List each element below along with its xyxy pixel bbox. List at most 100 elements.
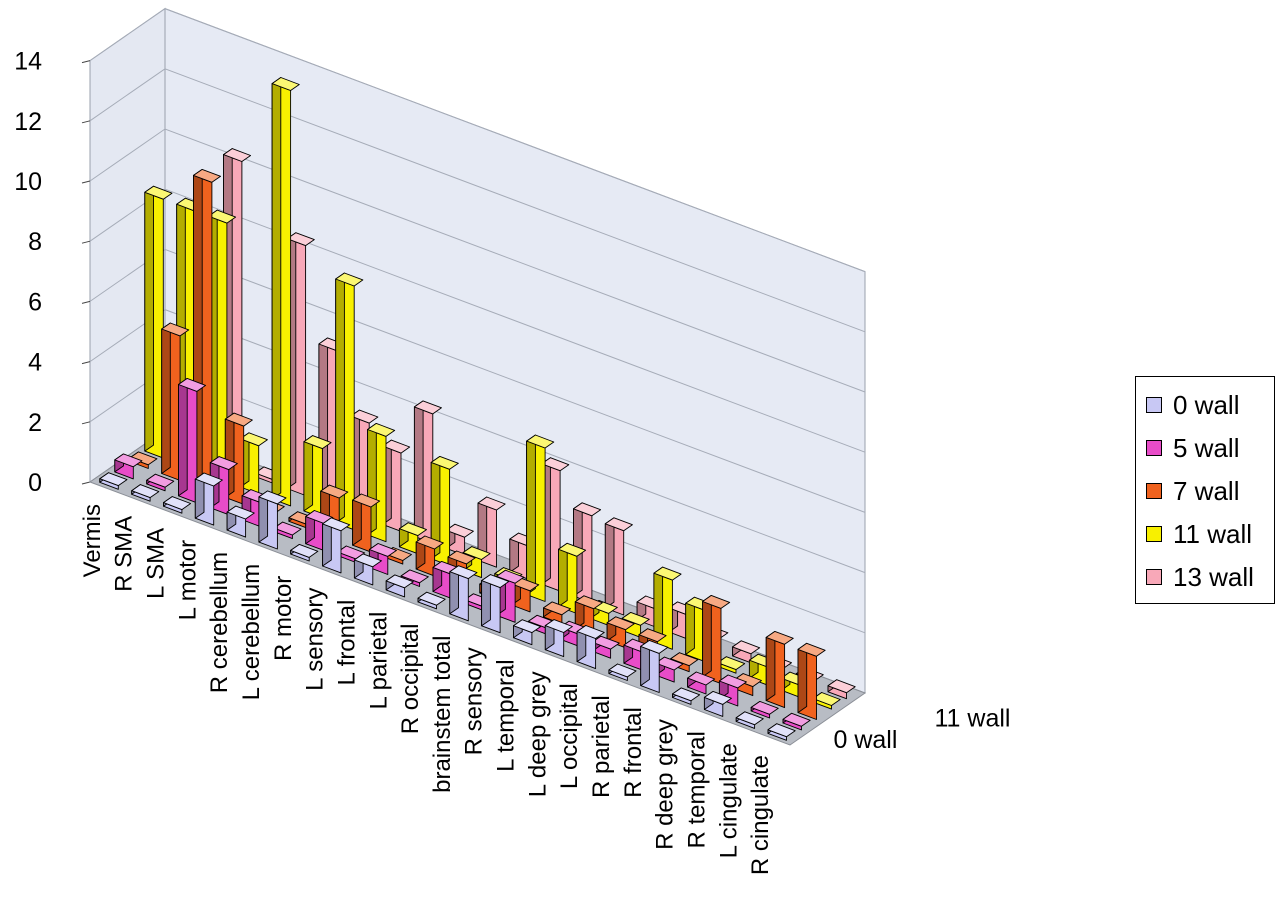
bar-0-wall-21 bbox=[767, 723, 796, 741]
gridline bbox=[89, 248, 866, 513]
category-label: L cerebellum bbox=[238, 564, 265, 701]
y-tick-mark bbox=[81, 300, 91, 304]
bar-side-face bbox=[526, 434, 536, 596]
legend-swatch-0-wall bbox=[1146, 397, 1162, 413]
bar-0-wall-5 bbox=[258, 490, 287, 550]
bar-top-face bbox=[223, 148, 252, 162]
category-label: L frontal bbox=[334, 600, 361, 686]
bar-0-wall-19 bbox=[703, 690, 732, 717]
bar-0-wall-17 bbox=[640, 639, 669, 693]
gridline bbox=[89, 188, 866, 453]
bar-5-wall-19 bbox=[718, 674, 747, 707]
bar-top-face bbox=[129, 451, 158, 466]
bar-13-wall-9 bbox=[445, 523, 474, 556]
category-label: L SMA bbox=[142, 528, 169, 599]
gridline bbox=[89, 8, 866, 273]
bar-top-face bbox=[398, 522, 427, 537]
bar-0-wall-3 bbox=[194, 472, 223, 526]
bar-top-face bbox=[733, 673, 762, 688]
bar-top-face bbox=[114, 453, 143, 468]
bar-top-face bbox=[462, 546, 491, 560]
bar-top-face bbox=[827, 679, 856, 694]
bar-11-wall-8 bbox=[398, 522, 427, 555]
bar-side-face bbox=[797, 642, 808, 714]
bar-side-face bbox=[271, 77, 282, 500]
bar-7-wall-3 bbox=[224, 412, 253, 505]
bar-top-face bbox=[703, 690, 732, 705]
bar-11-wall-5 bbox=[303, 435, 332, 519]
bar-top-face bbox=[286, 232, 315, 247]
bar-top-face bbox=[543, 601, 572, 616]
bars bbox=[99, 77, 856, 741]
category-label: L sensory bbox=[302, 588, 329, 691]
bar-11-wall-16 bbox=[653, 566, 682, 650]
bar-top-face bbox=[144, 185, 173, 200]
bar-top-face bbox=[367, 422, 396, 437]
y-tick-mark bbox=[81, 60, 91, 64]
bar-0-wall-18 bbox=[672, 687, 701, 705]
bar-7-wall-7 bbox=[352, 493, 381, 553]
bar-top-face bbox=[178, 377, 207, 392]
category-label: R cerebellum bbox=[206, 552, 233, 693]
bar-0-wall-20 bbox=[735, 711, 764, 729]
bar-top-face bbox=[541, 457, 570, 472]
category-label: R parietal bbox=[588, 695, 615, 798]
category-label: L occipital bbox=[556, 683, 583, 789]
bar-top-face bbox=[224, 412, 253, 427]
bar-0-wall-10 bbox=[417, 591, 446, 610]
bar-top-face bbox=[335, 272, 364, 287]
bar-top-face bbox=[413, 400, 442, 415]
bar-0-wall-2 bbox=[163, 496, 192, 514]
bar-top-face bbox=[496, 569, 525, 584]
y-tick-label: 8 bbox=[28, 228, 42, 256]
bar-top-face bbox=[447, 550, 476, 565]
bar-11-wall-4 bbox=[271, 77, 300, 507]
bar-top-face bbox=[163, 496, 192, 511]
bar-top-face bbox=[368, 543, 397, 557]
depth-label-11-wall: 11 wall bbox=[935, 705, 1011, 733]
category-labels: Vermis R SMA L SMA L motor R cerebellum L cer… bbox=[79, 504, 774, 875]
bar-0-wall-12 bbox=[481, 574, 510, 634]
bar-top-face bbox=[239, 432, 268, 447]
bar-top-face bbox=[290, 543, 319, 558]
bar-5-wall-1 bbox=[146, 473, 175, 492]
bar-5-wall-6 bbox=[305, 510, 334, 552]
category-label: R deep grey bbox=[652, 719, 679, 850]
bar-side-face bbox=[161, 322, 171, 474]
bar-top-face bbox=[273, 521, 302, 536]
category-label: R occipital bbox=[397, 624, 424, 735]
category-label: R frontal bbox=[620, 707, 647, 798]
bar-side-face bbox=[765, 630, 776, 702]
bar-0-wall-6 bbox=[290, 543, 319, 562]
y-tick-mark bbox=[81, 421, 91, 425]
bar-5-wall-18 bbox=[687, 671, 716, 695]
bar-7-wall-18 bbox=[702, 594, 731, 685]
bar-7-wall-20 bbox=[765, 630, 794, 709]
y-tick-mark bbox=[81, 120, 91, 124]
bar-5-wall-16 bbox=[623, 638, 652, 671]
bar-13-wall-8 bbox=[413, 400, 442, 544]
bar-top-face bbox=[655, 656, 684, 671]
bar-top-face bbox=[574, 595, 603, 610]
bar-top-face bbox=[687, 671, 716, 686]
bar-top-face bbox=[576, 625, 605, 639]
bar-0-wall-15 bbox=[576, 625, 605, 670]
y-tick-mark bbox=[81, 481, 91, 485]
y-tick-mark bbox=[81, 361, 91, 365]
bar-5-wall-20 bbox=[750, 700, 779, 719]
bar-top-face bbox=[608, 663, 637, 678]
bar-top-face bbox=[99, 472, 128, 487]
bar-top-face bbox=[161, 322, 190, 337]
bar-top-face bbox=[353, 553, 382, 568]
bar-13-wall-14 bbox=[604, 517, 633, 616]
category-label: L temporal bbox=[492, 659, 519, 772]
bar-top-face bbox=[303, 435, 332, 450]
bar-top-face bbox=[767, 723, 796, 738]
bar-top-face bbox=[271, 77, 300, 91]
y-tick-label: 10 bbox=[14, 168, 42, 196]
bar-5-wall-12 bbox=[496, 569, 525, 623]
bar-top-face bbox=[194, 472, 223, 487]
bar-top-face bbox=[702, 594, 731, 609]
legend-item-7-wall: 7 wall bbox=[1146, 473, 1239, 509]
